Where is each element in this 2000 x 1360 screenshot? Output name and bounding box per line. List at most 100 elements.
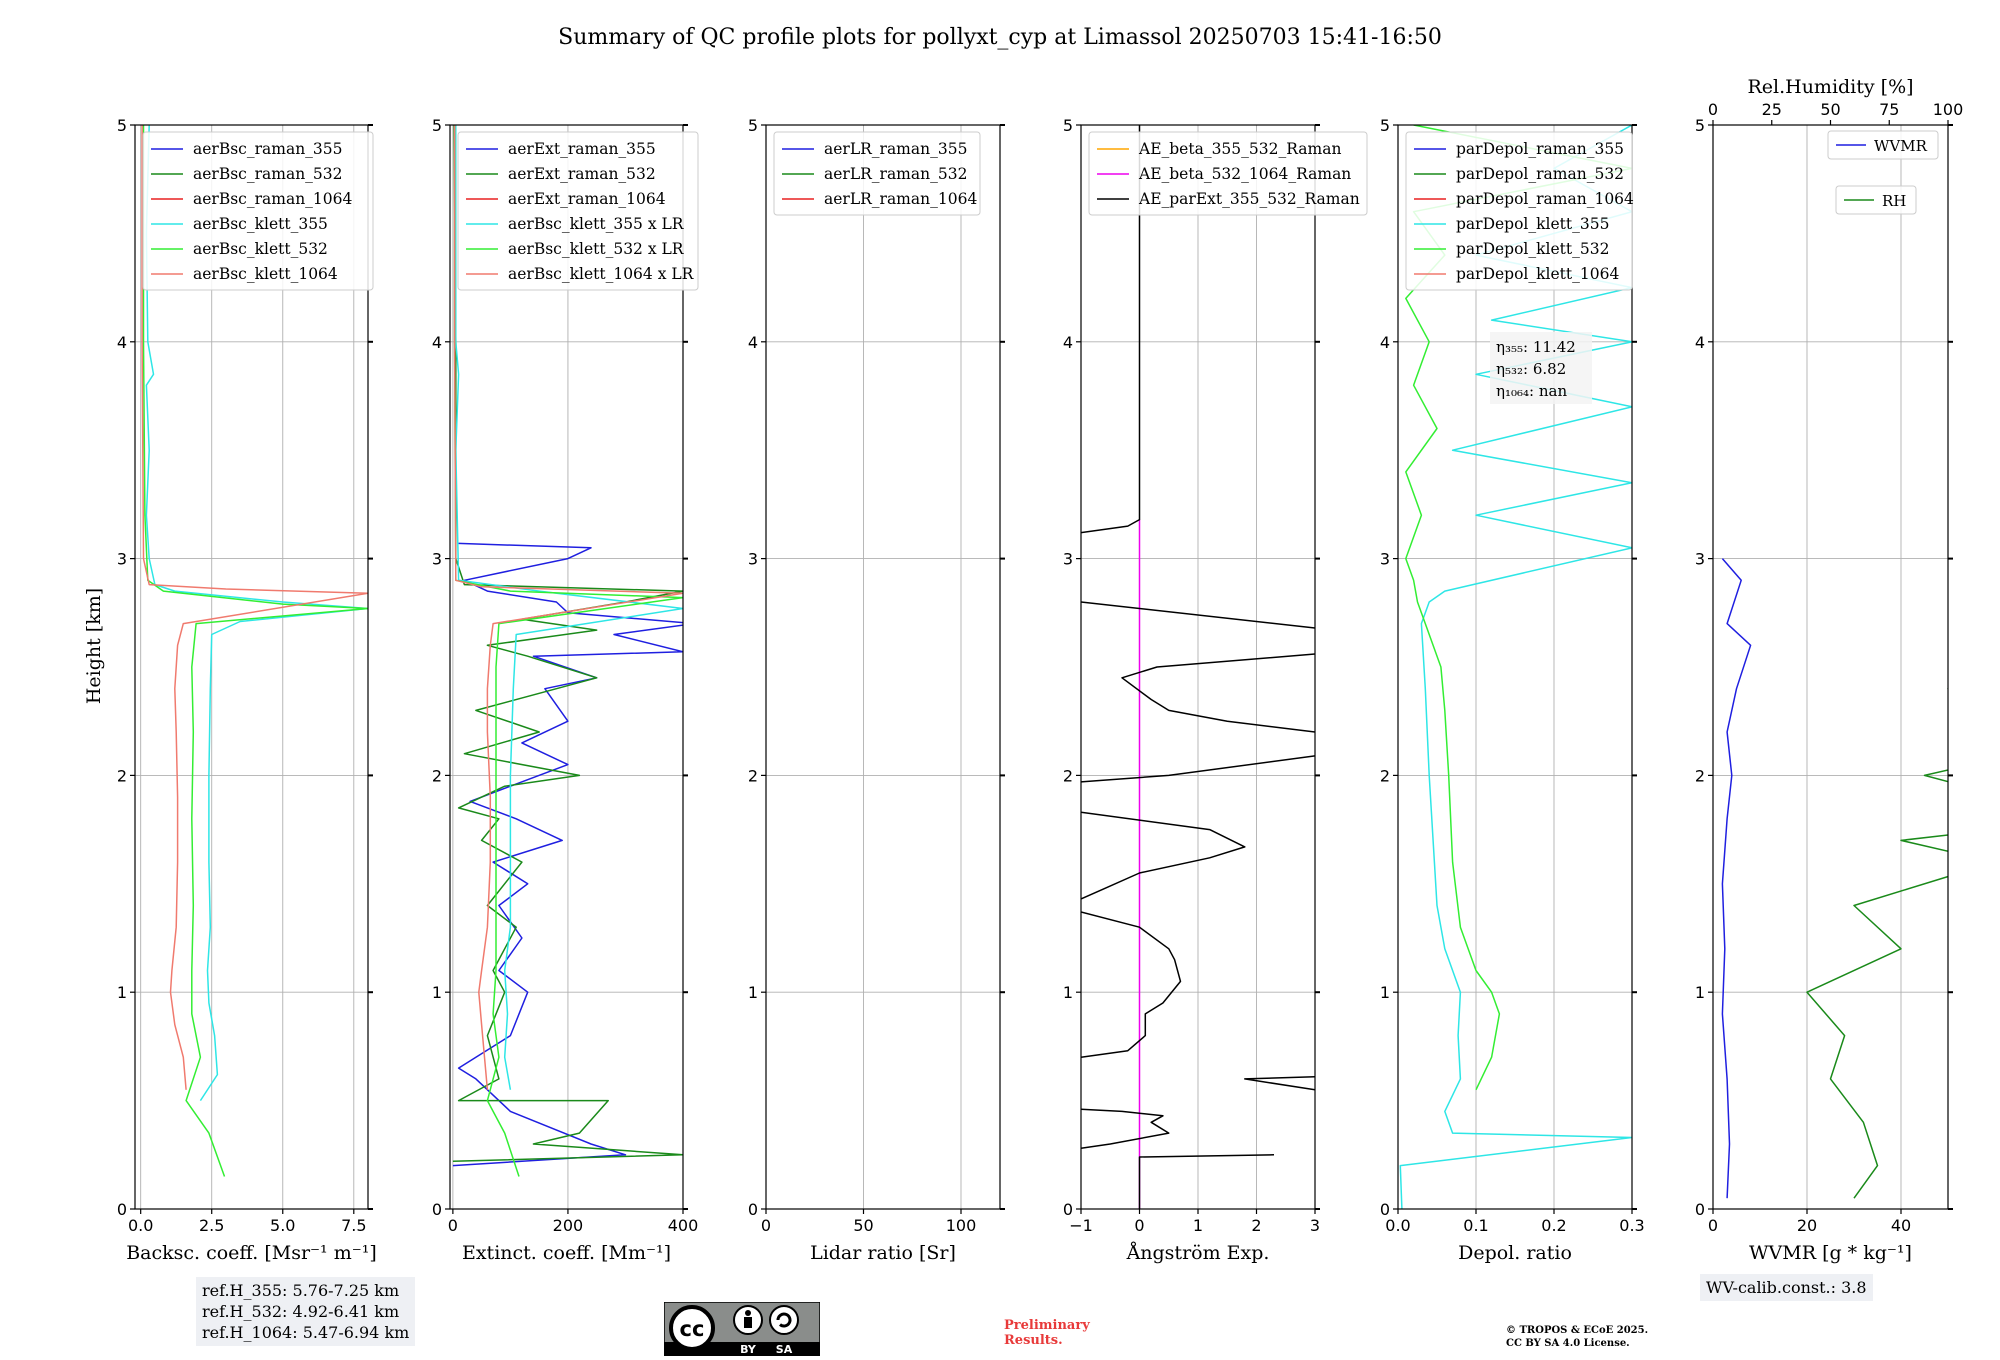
xtick-label-backscatter-3: 7.5 [341,1216,366,1235]
xtick-label-water_vapor-1: 20 [1797,1216,1817,1235]
ytick-label-water_vapor-1: 1 [1695,983,1705,1002]
wv-calibration-note: WV-calib.const.: 3.8 [1700,1274,1873,1301]
legend-label-lidar_ratio-1: aerLR_raman_532 [824,165,967,183]
series-angstrom-ae-parext-355-532-raman-7 [1081,601,1315,629]
series-extinction-aerext-raman-355 [452,542,683,1167]
ytick-label-angstrom-5: 5 [1063,116,1073,135]
ytick-label-extinction-3: 3 [432,550,442,569]
ytick-label-lidar_ratio-4: 4 [748,333,758,352]
legend-label-extinction-1: aerExt_raman_532 [508,165,656,183]
xtick-label-lidar_ratio-0: 0 [761,1216,771,1235]
legend-label-extinction-4: aerBsc_klett_532 x LR [508,240,685,258]
legend-label-extinction-3: aerBsc_klett_355 x LR [508,215,685,233]
ytick-label-extinction-5: 5 [432,116,442,135]
legend-angstrom: AE_beta_355_532_Raman AE_beta_532_1064_Ra… [1088,131,1368,216]
figure-title: Summary of QC profile plots for pollyxt_… [558,25,1442,50]
ytick-label-angstrom-1: 1 [1063,983,1073,1002]
legend-label-depolarization-0: parDepol_raman_355 [1456,140,1624,158]
series-angstrom-ae-parext-355-532-raman-2 [1244,1076,1315,1091]
series-extinction-aerbsc-klett-532-x-lr [453,125,683,1177]
legend-label-wvmr: WVMR [1874,137,1928,155]
xtick-label-depolarization-0: 0.0 [1385,1216,1410,1235]
xlabel-angstrom: Ångström Exp. [1126,1242,1270,1264]
ytick-label-backscatter-1: 1 [117,983,127,1002]
ytick-label-water_vapor-4: 4 [1695,333,1705,352]
legend-label-depolarization-3: parDepol_klett_355 [1456,215,1609,233]
xlabel-extinction: Extinct. coeff. [Mm⁻¹] [462,1242,671,1264]
xtick-label-extinction-1: 200 [553,1216,584,1235]
ytick-label-lidar_ratio-3: 3 [748,550,758,569]
xtick-label-angstrom-1: 0 [1134,1216,1144,1235]
xlabel-depolarization: Depol. ratio [1458,1242,1572,1264]
ytick-label-angstrom-4: 4 [1063,333,1073,352]
series-angstrom-ae-parext-355-532-raman-3 [1081,911,1182,1058]
legend-label-lidar_ratio-0: aerLR_raman_355 [824,140,967,158]
series-angstrom-ae-parext-355-532-raman-6 [1121,653,1315,733]
ytick-label-water_vapor-5: 5 [1695,116,1705,135]
top-xtick-label-water_vapor-3: 75 [1879,100,1899,119]
legend-label-depolarization-1: parDepol_raman_532 [1456,165,1624,183]
ytick-label-extinction-4: 4 [432,333,442,352]
panels: 0.0 2.5 5.0 7.5 0 1 2 3 4 5 Backsc. coeff. [Msr⁻¹ … [117,76,1963,1264]
panel-depolarization: 0.0 0.1 0.2 0.3 0 1 2 3 4 5 Depol. ratio parDepol_r… [1380,116,1645,1264]
xtick-label-depolarization-3: 0.3 [1619,1216,1644,1235]
cc-by-sa-badge: cc BY SA [664,1302,820,1356]
cc-sa-label: SA [776,1343,793,1356]
legend-label-backscatter-3: aerBsc_klett_355 [193,215,328,233]
xtick-label-angstrom-0: −1 [1069,1216,1093,1235]
axes-frame-water_vapor [1712,124,1949,1210]
ytick-label-backscatter-0: 0 [117,1200,127,1219]
legend-label-rh: RH [1882,192,1906,210]
legend-box-backscatter [142,131,374,291]
panel-backscatter: 0.0 2.5 5.0 7.5 0 1 2 3 4 5 Backsc. coeff. [Msr⁻¹ … [117,116,377,1264]
series-group-water_vapor [1721,558,1948,1199]
series-group-angstrom [1081,125,1315,1209]
axes-frame-extinction [449,124,684,1210]
series-group-depolarization [1399,125,1632,1209]
legend-water_vapor-rh: RH [1835,185,1917,215]
ytick-label-depolarization-2: 2 [1380,766,1390,785]
series-depolarization-pardepol-klett-532 [1405,125,1632,1091]
ytick-label-depolarization-1: 1 [1380,983,1390,1002]
legend-lidar_ratio: aerLR_raman_355 aerLR_raman_532 aerLR_rama… [773,131,981,216]
panel-extinction: 0 200 400 0 1 2 3 4 5 Extinct. coeff. [Mm⁻¹] aerEx… [432,116,699,1264]
xlabel-lidar_ratio: Lidar ratio [Sr] [810,1242,956,1264]
ytick-label-backscatter-4: 4 [117,333,127,352]
legend-label-angstrom-1: AE_beta_532_1064_Raman [1138,165,1351,183]
series-angstrom-ae-parext-355-532-raman-1 [1081,1108,1170,1150]
legend-label-backscatter-4: aerBsc_klett_532 [193,240,328,258]
axes-frame-backscatter [134,124,369,1210]
xtick-label-extinction-2: 400 [668,1216,699,1235]
legend-box-lidar_ratio [773,131,981,216]
ytick-label-backscatter-5: 5 [117,116,127,135]
legend-backscatter: aerBsc_raman_355 aerBsc_raman_532 aerBsc_r… [142,131,374,291]
top-xtick-label-water_vapor-0: 0 [1708,100,1718,119]
xtick-label-depolarization-1: 0.1 [1463,1216,1488,1235]
series-backscatter-aerbsc-klett-355 [145,125,368,1102]
ytick-label-lidar_ratio-5: 5 [748,116,758,135]
reference-height-note: ref.H_355: 5.76-7.25 km ref.H_532: 4.92-… [196,1277,416,1346]
series-water_vapor-wvmr [1721,558,1752,1199]
top-xtick-label-water_vapor-2: 50 [1820,100,1840,119]
xtick-label-lidar_ratio-2: 100 [946,1216,977,1235]
legend-depolarization: parDepol_raman_355 parDepol_raman_532 parD… [1405,131,1634,291]
legend-label-backscatter-5: aerBsc_klett_1064 [193,265,338,283]
legend-label-backscatter-2: aerBsc_raman_1064 [193,190,353,208]
series-water_vapor-rh [1806,687,1948,1199]
xtick-label-angstrom-2: 1 [1193,1216,1203,1235]
legend-water_vapor-wvmr: WVMR [1827,130,1939,160]
depol-eta-line-2: η₁₀₆₄: nan [1496,382,1567,400]
ytick-label-angstrom-3: 3 [1063,550,1073,569]
svg-text:cc: cc [680,1317,705,1341]
series-depolarization-pardepol-klett-355 [1399,125,1632,1209]
ytick-label-angstrom-0: 0 [1063,1200,1073,1219]
legend-label-angstrom-0: AE_beta_355_532_Raman [1138,140,1341,158]
preliminary-results-note: Preliminary Results. [1004,1318,1090,1348]
xlabel-backscatter: Backsc. coeff. [Msr⁻¹ m⁻¹] [126,1242,377,1264]
legend-label-depolarization-5: parDepol_klett_1064 [1456,265,1619,283]
ytick-label-depolarization-0: 0 [1380,1200,1390,1219]
legend-label-depolarization-4: parDepol_klett_532 [1456,240,1609,258]
xtick-label-backscatter-2: 5.0 [270,1216,295,1235]
